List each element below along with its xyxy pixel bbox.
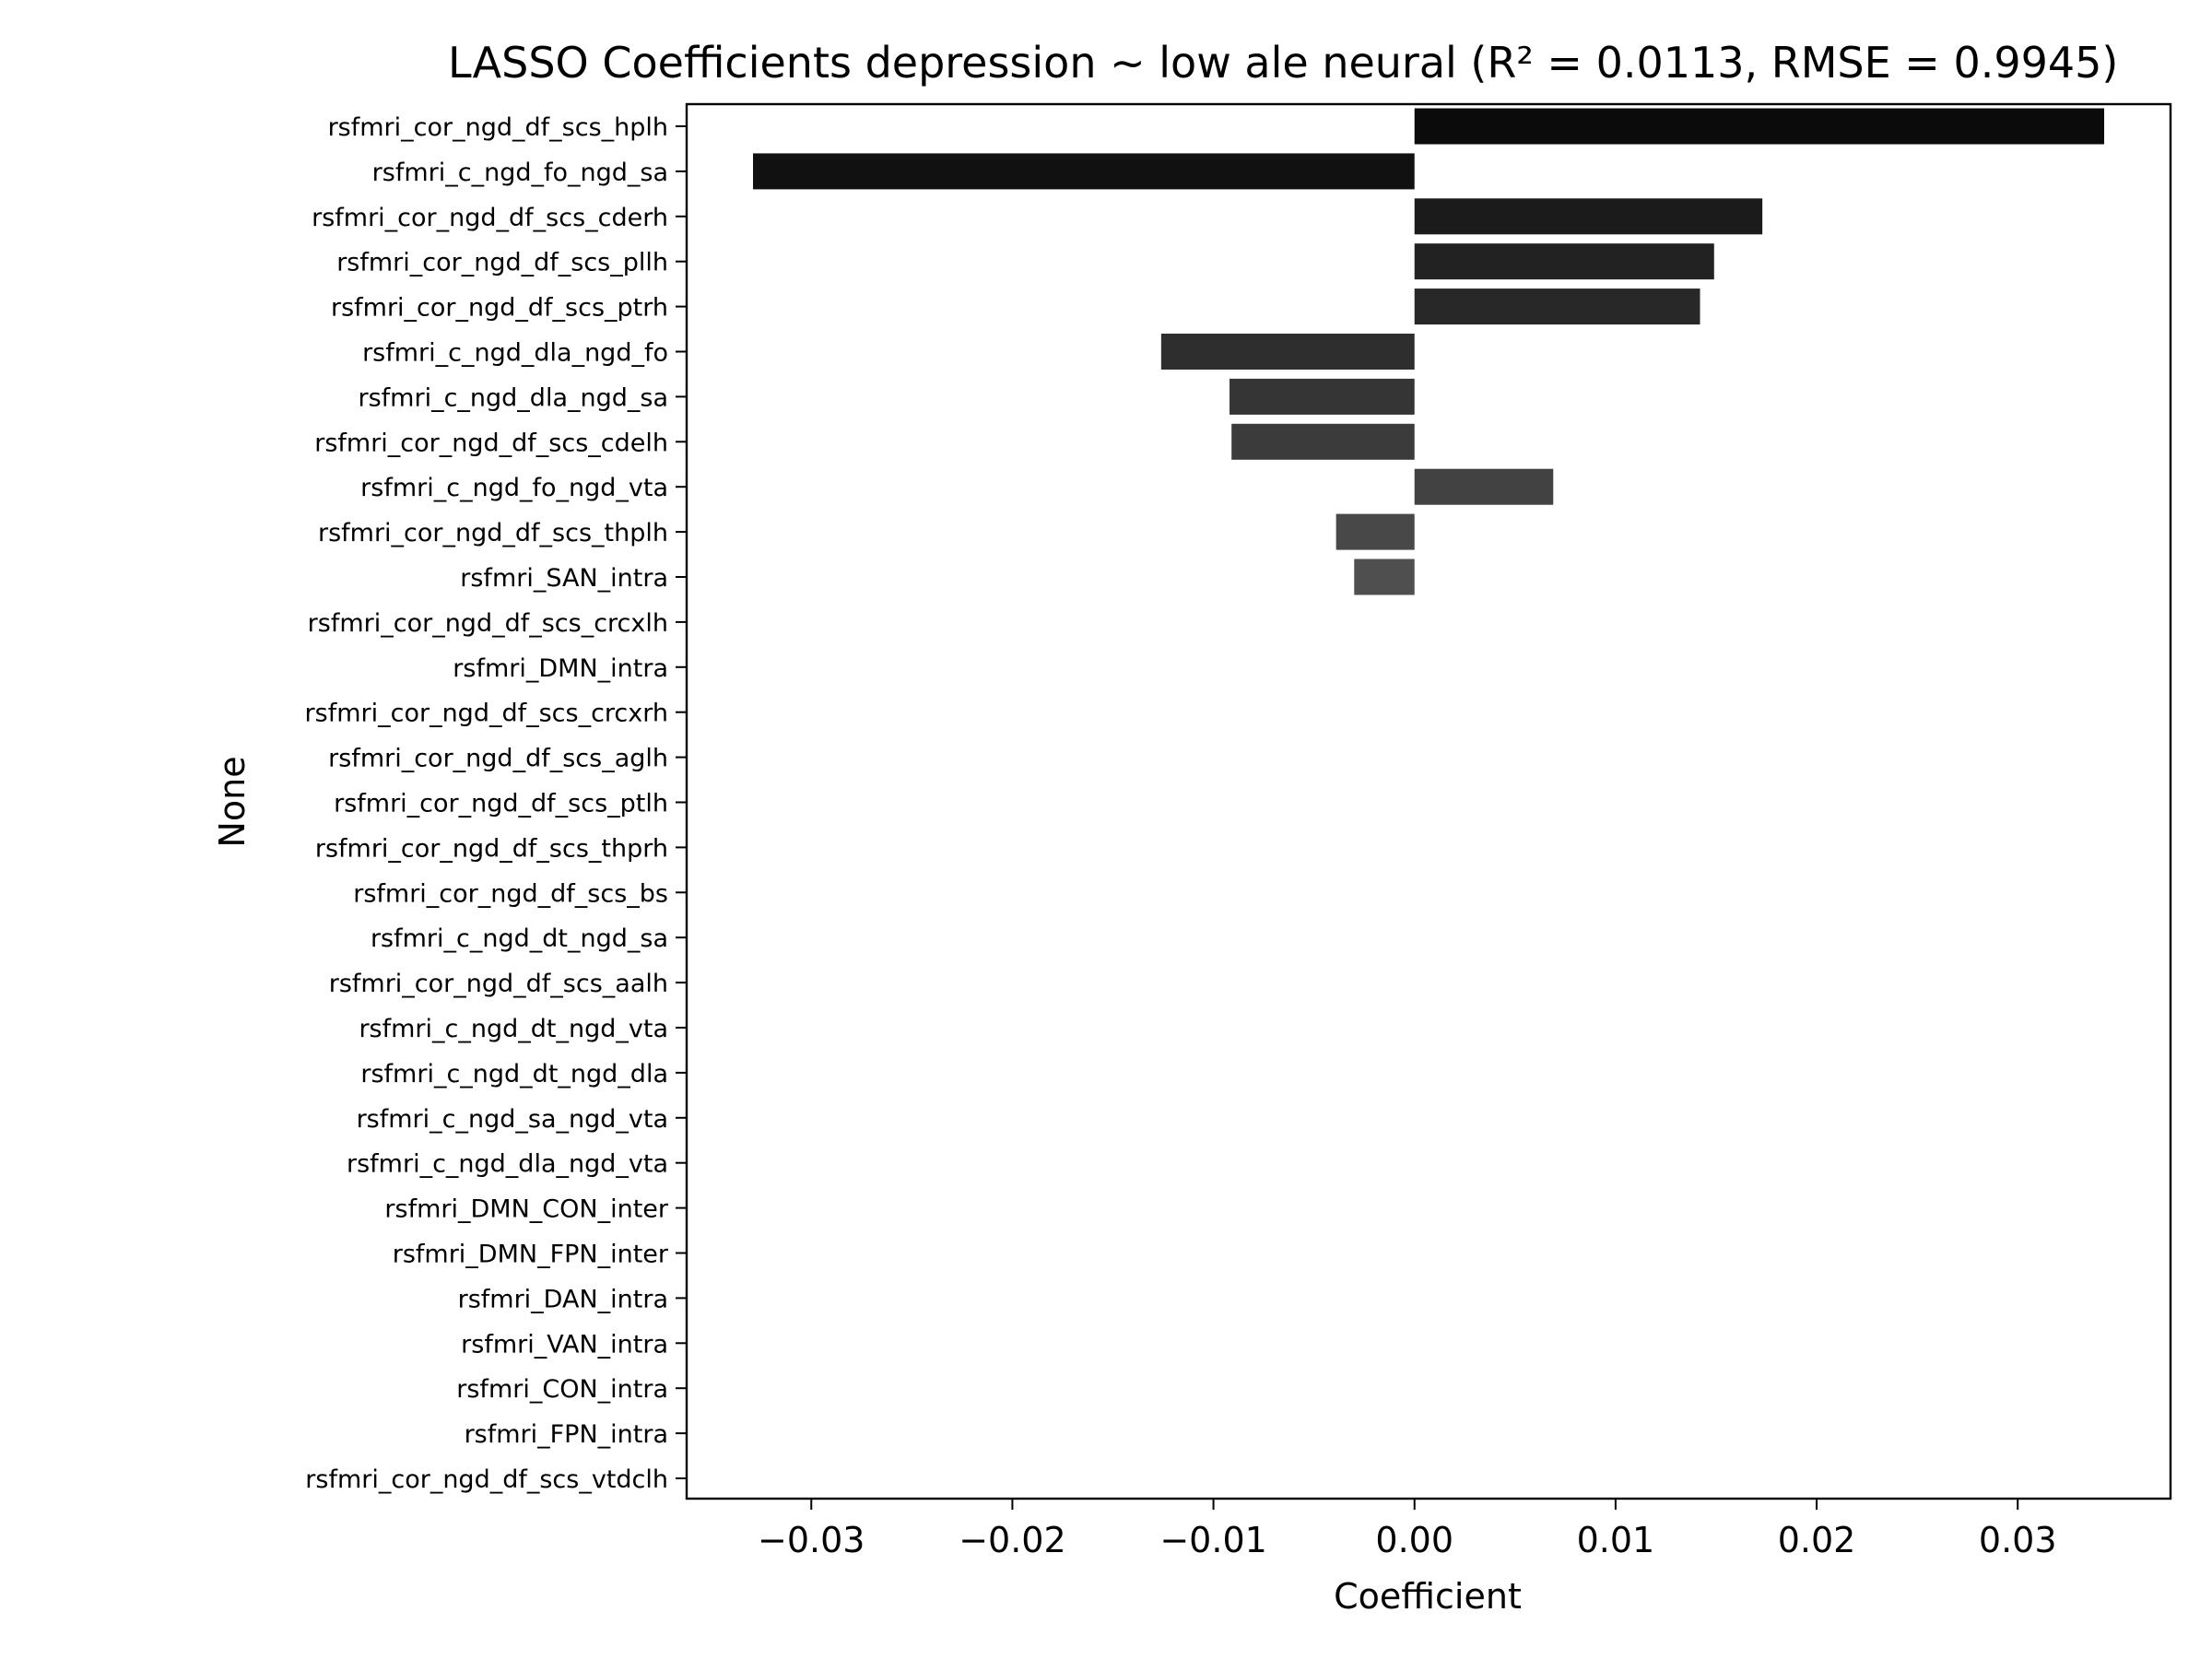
y-tick-label: rsfmri_cor_ngd_df_scs_cdelh xyxy=(314,429,668,457)
x-tick-label: −0.02 xyxy=(959,1520,1065,1560)
bar-rsfmri_c_ngd_fo_ngd_vta xyxy=(1414,468,1554,505)
y-tick-label: rsfmri_cor_ngd_df_scs_crcxlh xyxy=(308,609,668,638)
y-tick-label: rsfmri_DMN_FPN_inter xyxy=(393,1241,669,1269)
y-tick-label: rsfmri_c_ngd_dla_ngd_vta xyxy=(347,1150,668,1179)
bar-rsfmri_c_ngd_dla_ngd_fo xyxy=(1160,334,1415,370)
y-tick-label: rsfmri_DMN_CON_inter xyxy=(384,1195,668,1224)
x-tick-label: 0.01 xyxy=(1577,1520,1655,1560)
y-tick-label: rsfmri_cor_ngd_df_scs_aglh xyxy=(328,745,668,773)
bar-rsfmri_cor_ngd_df_scs_cderh xyxy=(1414,198,1763,235)
y-tick-label: rsfmri_cor_ngd_df_scs_cderh xyxy=(312,204,668,232)
bars-layer xyxy=(752,108,2105,595)
x-tick-label: 0.00 xyxy=(1375,1520,1453,1560)
x-tick-label: 0.03 xyxy=(1979,1520,2057,1560)
bar-rsfmri_cor_ngd_df_scs_thplh xyxy=(1335,513,1415,550)
y-tick-label: rsfmri_c_ngd_sa_ngd_vta xyxy=(357,1105,668,1134)
y-tick-label: rsfmri_c_ngd_fo_ngd_sa xyxy=(372,159,668,187)
bar-rsfmri_c_ngd_fo_ngd_sa xyxy=(752,153,1415,190)
y-tick-label: rsfmri_cor_ngd_df_scs_ptrh xyxy=(331,294,668,323)
y-tick-label: rsfmri_c_ngd_dla_ngd_fo xyxy=(362,339,668,368)
y-axis: rsfmri_cor_ngd_df_scs_hplh rsfmri_c_ngd_f… xyxy=(305,113,687,1494)
y-tick-label: rsfmri_c_ngd_dt_ngd_dla xyxy=(360,1060,668,1088)
y-tick-label: rsfmri_cor_ngd_df_scs_bs xyxy=(353,879,668,908)
y-tick-label: rsfmri_cor_ngd_df_scs_vtdclh xyxy=(305,1465,668,1494)
x-tick-label: 0.02 xyxy=(1778,1520,1856,1560)
y-tick-label: rsfmri_CON_intra xyxy=(456,1375,668,1404)
bar-rsfmri_cor_ngd_df_scs_ptrh xyxy=(1414,288,1700,325)
bar-rsfmri_cor_ngd_df_scs_pllh xyxy=(1414,243,1714,280)
x-axis-label: Coefficient xyxy=(1334,1576,1522,1617)
y-tick-label: rsfmri_c_ngd_dt_ngd_sa xyxy=(371,924,668,953)
y-axis-label: None xyxy=(212,756,253,847)
bar-rsfmri_SAN_intra xyxy=(1354,559,1415,595)
bar-rsfmri_cor_ngd_df_scs_cdelh xyxy=(1231,423,1415,460)
chart-title: LASSO Coefficients depression ~ low ale … xyxy=(448,38,2118,88)
bar-rsfmri_cor_ngd_df_scs_hplh xyxy=(1414,108,2105,145)
y-tick-label: rsfmri_FPN_intra xyxy=(465,1420,668,1449)
bar-rsfmri_c_ngd_dla_ngd_sa xyxy=(1230,378,1415,415)
y-tick-label: rsfmri_cor_ngd_df_scs_pllh xyxy=(336,249,668,277)
y-tick-label: rsfmri_SAN_intra xyxy=(460,564,668,593)
y-tick-label: rsfmri_cor_ngd_df_scs_crcxrh xyxy=(305,700,668,728)
y-tick-label: rsfmri_DAN_intra xyxy=(458,1285,668,1313)
y-tick-label: rsfmri_cor_ngd_df_scs_hplh xyxy=(328,113,668,142)
y-tick-label: rsfmri_c_ngd_dt_ngd_vta xyxy=(359,1015,668,1043)
y-tick-label: rsfmri_cor_ngd_df_scs_aalh xyxy=(329,970,668,998)
x-axis: −0.03 −0.02 −0.01 0.00 0.01 0.02 0.03 xyxy=(758,1499,2057,1560)
x-tick-label: −0.01 xyxy=(1159,1520,1266,1560)
y-tick-label: rsfmri_cor_ngd_df_scs_thprh xyxy=(315,834,668,863)
y-tick-label: rsfmri_DMN_intra xyxy=(453,654,668,683)
y-tick-label: rsfmri_c_ngd_dla_ngd_sa xyxy=(359,383,669,412)
y-tick-label: rsfmri_cor_ngd_df_scs_ptlh xyxy=(334,790,668,818)
x-tick-label: −0.03 xyxy=(758,1520,865,1560)
y-tick-label: rsfmri_c_ngd_fo_ngd_vta xyxy=(360,474,668,502)
y-tick-label: rsfmri_cor_ngd_df_scs_thplh xyxy=(318,519,668,547)
y-tick-label: rsfmri_VAN_intra xyxy=(461,1330,668,1359)
